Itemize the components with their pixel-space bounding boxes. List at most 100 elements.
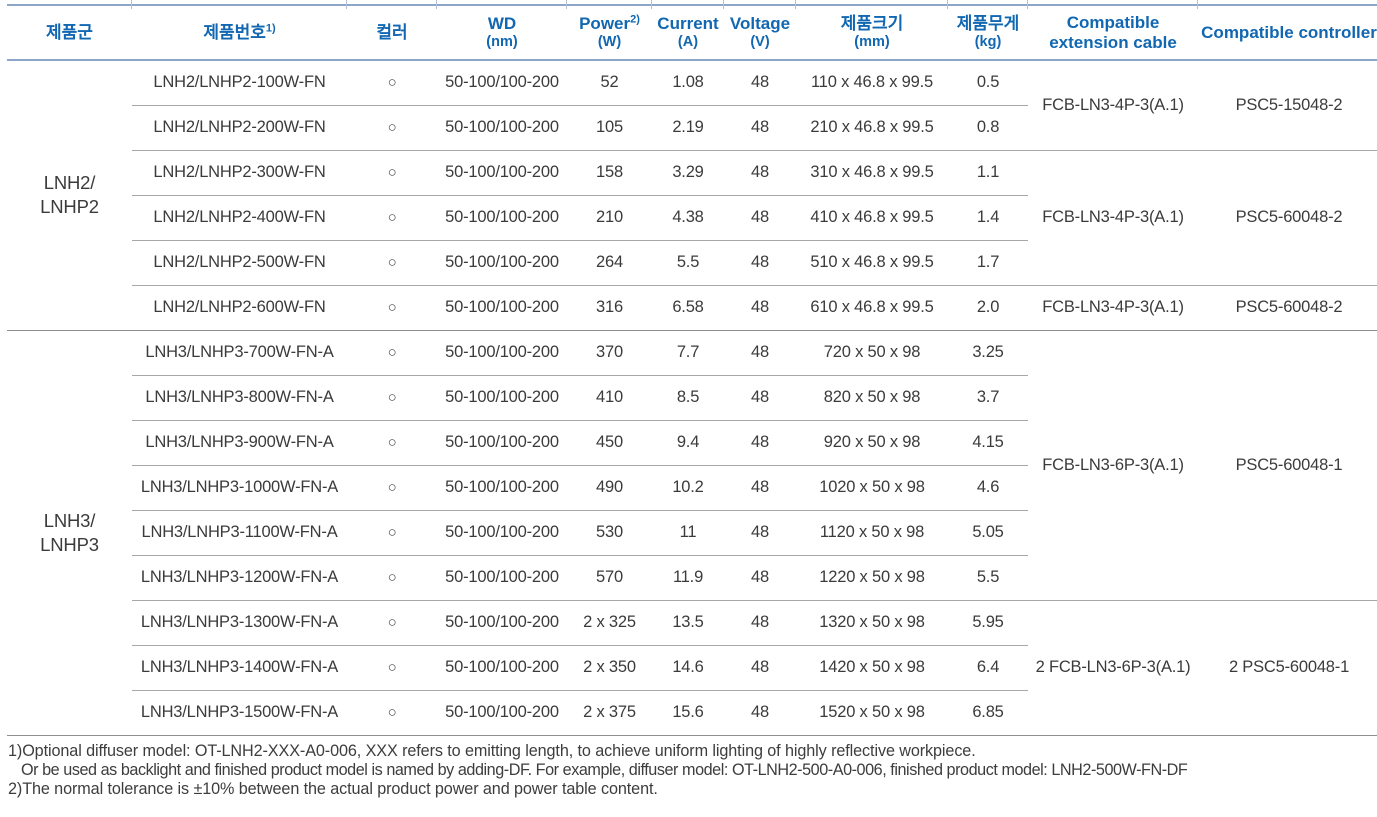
cell-weight: 3.7 [948, 375, 1028, 421]
table-row: LNH2/LNHP2-500W-FN ○ 50-100/100-200 264 5.5 4… [7, 240, 1377, 286]
cell-wd: 50-100/100-200 [437, 375, 567, 421]
cell-size: 610 x 46.8 x 99.5 [796, 285, 948, 331]
cell-power: 370 [567, 330, 652, 376]
cell-wd: 50-100/100-200 [437, 285, 567, 331]
cell-wd: 50-100/100-200 [437, 330, 567, 376]
color-circle-icon: ○ [387, 524, 397, 542]
cell-model: LNH3/LNHP3-1200W-FN-A [132, 555, 347, 601]
col-header-color: 컬러 [346, 0, 437, 62]
table-row: LNH2/LNHP2-600W-FN ○ 50-100/100-200 316 6.58… [7, 285, 1377, 331]
cell-power: 2 x 350 [567, 645, 652, 691]
cell-voltage: 48 [724, 510, 796, 556]
col-header-size: 제품크기 (mm) [795, 0, 948, 62]
cell-size: 820 x 50 x 98 [796, 375, 948, 421]
cell-current: 14.6 [652, 645, 724, 691]
cell-model: LNH2/LNHP2-400W-FN [132, 195, 347, 241]
cell-controller: PSC5-60048-2 [1198, 150, 1377, 286]
cell-model: LNH3/LNHP3-900W-FN-A [132, 420, 347, 466]
cell-color: ○ [347, 240, 437, 286]
cell-voltage: 48 [724, 600, 796, 646]
cell-wd: 50-100/100-200 [437, 645, 567, 691]
col-header-label: WD [487, 13, 517, 33]
cell-controller: 2 PSC5-60048-1 [1198, 600, 1377, 736]
cell-model: LNH3/LNHP3-1000W-FN-A [132, 465, 347, 511]
cell-size: 1420 x 50 x 98 [796, 645, 948, 691]
product-group-line: LNH2/ [43, 172, 96, 194]
cell-voltage: 48 [724, 465, 796, 511]
spec-table: 제품군 제품번호1) 컬러 WD (nm) Power2) (W) Current (A) Vol… [7, 0, 1377, 736]
cell-weight: 5.95 [948, 600, 1028, 646]
table-header: 제품군 제품번호1) 컬러 WD (nm) Power2) (W) Current (A) Vol… [7, 0, 1377, 62]
col-header-footnote-ref: 2) [630, 13, 640, 26]
col-header-weight: 제품무게 (kg) [947, 0, 1028, 62]
col-header-current: Current (A) [651, 0, 724, 62]
table-header-row: 제품군 제품번호1) 컬러 WD (nm) Power2) (W) Current (A) Vol… [7, 0, 1377, 62]
cell-extension-cable: FCB-LN3-4P-3(A.1) [1028, 60, 1198, 151]
col-header-unit: (kg) [974, 34, 1002, 51]
cell-color: ○ [347, 600, 437, 646]
cell-color: ○ [347, 555, 437, 601]
cell-size: 1320 x 50 x 98 [796, 600, 948, 646]
color-circle-icon: ○ [387, 344, 397, 362]
cell-wd: 50-100/100-200 [437, 690, 567, 736]
col-header-label: Compatible controller [1201, 22, 1377, 42]
cell-size: 410 x 46.8 x 99.5 [796, 195, 948, 241]
cell-size: 920 x 50 x 98 [796, 420, 948, 466]
cell-current: 5.5 [652, 240, 724, 286]
cell-voltage: 48 [724, 60, 796, 106]
cell-wd: 50-100/100-200 [437, 195, 567, 241]
cell-product-group: LNH3/LNHP3 [7, 330, 132, 736]
color-circle-icon: ○ [387, 614, 397, 632]
product-group-line: LNHP3 [40, 533, 99, 555]
cell-model: LNH2/LNHP2-500W-FN [132, 240, 347, 286]
cell-wd: 50-100/100-200 [437, 150, 567, 196]
table-row: LNH3/LNHP3-1000W-FN-A ○ 50-100/100-200 490 1… [7, 465, 1377, 511]
cell-voltage: 48 [724, 420, 796, 466]
cell-wd: 50-100/100-200 [437, 555, 567, 601]
col-header-label: Compatible extension cable [1049, 13, 1177, 52]
cell-extension-cable: FCB-LN3-4P-3(A.1) [1028, 285, 1198, 331]
col-header-controller: Compatible controller [1197, 0, 1377, 62]
cell-weight: 5.5 [948, 555, 1028, 601]
cell-current: 11.9 [652, 555, 724, 601]
cell-size: 720 x 50 x 98 [796, 330, 948, 376]
color-circle-icon: ○ [387, 569, 397, 587]
cell-controller: PSC5-15048-2 [1198, 60, 1377, 151]
cell-size: 1020 x 50 x 98 [796, 465, 948, 511]
cell-color: ○ [347, 510, 437, 556]
cell-weight: 6.85 [948, 690, 1028, 736]
cell-size: 1520 x 50 x 98 [796, 690, 948, 736]
cell-power: 316 [567, 285, 652, 331]
cell-weight: 3.25 [948, 330, 1028, 376]
cell-current: 13.5 [652, 600, 724, 646]
col-header-unit: (A) [677, 34, 699, 51]
col-header-label: Current [657, 13, 719, 33]
color-circle-icon: ○ [387, 659, 397, 677]
cell-power: 158 [567, 150, 652, 196]
cell-size: 210 x 46.8 x 99.5 [796, 105, 948, 151]
cell-current: 15.6 [652, 690, 724, 736]
cell-current: 11 [652, 510, 724, 556]
cell-product-group: LNH2/LNHP2 [7, 60, 132, 331]
col-header-label: 제품번호 [203, 22, 266, 42]
cell-voltage: 48 [724, 330, 796, 376]
cell-color: ○ [347, 285, 437, 331]
cell-model: LNH3/LNHP3-800W-FN-A [132, 375, 347, 421]
table-row: LNH2/LNHP2-300W-FN ○ 50-100/100-200 158 3.29… [7, 150, 1377, 286]
cell-current: 1.08 [652, 60, 724, 106]
cell-weight: 0.5 [948, 60, 1028, 106]
cell-color: ○ [347, 105, 437, 151]
color-circle-icon: ○ [387, 209, 397, 227]
cell-current: 10.2 [652, 465, 724, 511]
cell-weight: 1.1 [948, 150, 1028, 196]
cell-voltage: 48 [724, 240, 796, 286]
cell-voltage: 48 [724, 150, 796, 196]
footnotes: 1)Optional diffuser model: OT-LNH2-XXX-A… [0, 736, 1377, 799]
cell-power: 490 [567, 465, 652, 511]
cell-weight: 5.05 [948, 510, 1028, 556]
cell-weight: 1.4 [948, 195, 1028, 241]
cell-weight: 6.4 [948, 645, 1028, 691]
cell-voltage: 48 [724, 195, 796, 241]
color-circle-icon: ○ [387, 299, 397, 317]
table-row: LNH2/LNHP2-200W-FN ○ 50-100/100-200 105 2.19… [7, 105, 1377, 151]
